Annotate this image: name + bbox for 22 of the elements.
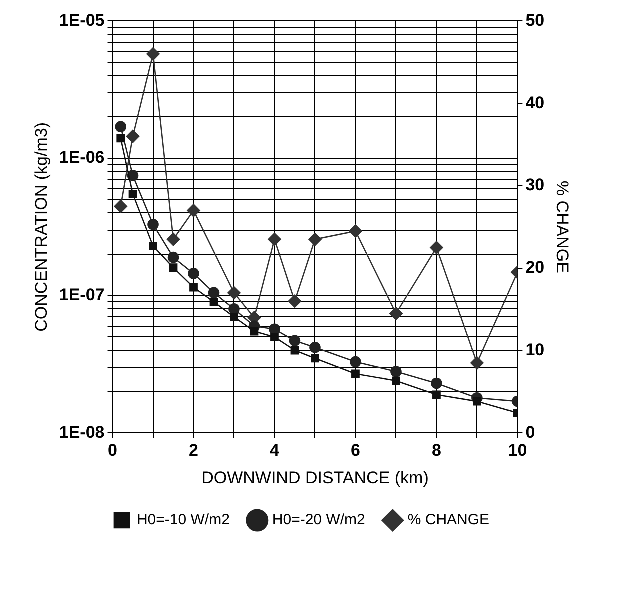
y2-tick-label: 0: [526, 422, 536, 442]
y2-tick-label: 50: [526, 10, 545, 30]
x-axis-title: DOWNWIND DISTANCE (km): [202, 468, 429, 488]
legend-label: H0=-10 W/m2: [136, 512, 230, 529]
y-tick-label: 1E-07: [59, 286, 105, 305]
y-tick-label: 1E-08: [59, 422, 105, 442]
y-axis-title: CONCENTRATION (kg/m3): [32, 122, 51, 332]
x-tick-label: 0: [108, 441, 118, 460]
y2-axis-title: % CHANGE: [553, 180, 572, 274]
y2-tick-label: 10: [526, 340, 545, 360]
x-tick-label: 2: [189, 441, 198, 460]
y-tick-label: 1E-06: [59, 148, 105, 168]
x-tick-label: 8: [432, 441, 442, 460]
y2-tick-label: 40: [526, 93, 545, 112]
x-tick-label: 6: [350, 441, 360, 460]
legend-label: % CHANGE: [408, 512, 490, 529]
x-tick-label: 4: [270, 441, 280, 460]
x-tick-label: 10: [508, 441, 528, 460]
legend-label: H0=-20 W/m2: [272, 512, 366, 529]
y-tick-label: 1E-05: [59, 10, 105, 30]
y2-tick-label: 30: [526, 176, 545, 195]
y2-tick-label: 20: [526, 258, 545, 278]
